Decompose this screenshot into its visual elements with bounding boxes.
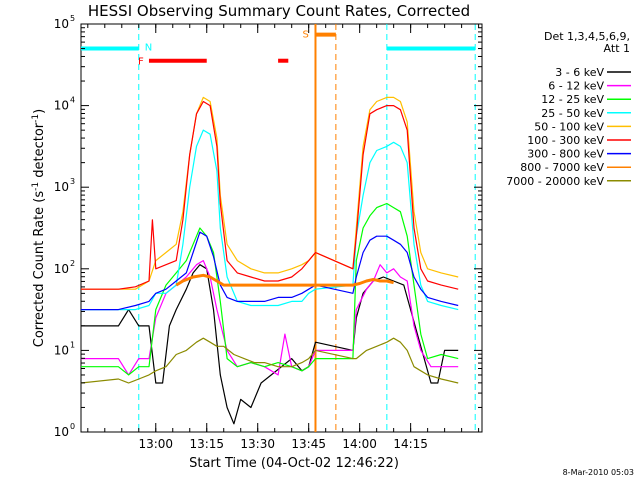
x-tick-label: 13:30 bbox=[240, 437, 275, 451]
plot-frame bbox=[80, 23, 483, 433]
y-tick-label: 10 bbox=[54, 343, 69, 357]
legend-label: 12 - 25 keV bbox=[541, 93, 604, 106]
series-line-7000-20000-kev bbox=[81, 337, 459, 384]
legend-label: 6 - 12 keV bbox=[548, 80, 604, 93]
y-tick-label: 10 bbox=[54, 17, 69, 31]
y-tick-exponent: 1 bbox=[70, 340, 75, 349]
x-tick-label: 14:00 bbox=[342, 437, 377, 451]
x-tick-label: 14:15 bbox=[393, 437, 428, 451]
series-line-6-12-kev bbox=[81, 260, 459, 376]
y-tick-label: 10 bbox=[54, 425, 69, 439]
legend-label: 3 - 6 keV bbox=[555, 66, 604, 79]
saa-label: S bbox=[302, 30, 308, 41]
y-tick-label: 10 bbox=[54, 99, 69, 113]
x-tick-label: 13:45 bbox=[291, 437, 326, 451]
series-line-100-300-kev bbox=[81, 100, 459, 290]
y-tick-label: 10 bbox=[54, 180, 69, 194]
chart-title: HESSI Observing Summary Count Rates, Cor… bbox=[88, 2, 470, 20]
legend-label: 800 - 7000 keV bbox=[520, 161, 604, 174]
series-line-800-7000-kev bbox=[175, 273, 394, 287]
y-axis-label-main: Corrected Count Rate (s bbox=[32, 191, 47, 348]
series-line-3-6-kev bbox=[81, 264, 459, 425]
y-tick-label: 10 bbox=[54, 262, 69, 276]
x-axis-label: Start Time (04-Oct-02 12:46:22) bbox=[189, 456, 399, 471]
observing-status-layer: NF S bbox=[81, 24, 476, 432]
series-line-300-800-kev bbox=[81, 231, 459, 311]
series-line-50-100-kev bbox=[81, 96, 459, 290]
y-tick-exponent: 2 bbox=[70, 259, 75, 268]
x-axis: 13:00 13:15 13:30 13:45 14:00 14:15 bbox=[87, 24, 480, 451]
footer-date: 8-Mar-2010 05:03 bbox=[563, 468, 634, 477]
y-tick-exponent: 5 bbox=[70, 14, 75, 23]
legend-header-attenuator: Att 1 bbox=[604, 42, 630, 55]
y-tick-exponent: 0 bbox=[70, 422, 75, 431]
x-tick-label: 13:15 bbox=[189, 437, 224, 451]
y-tick-exponent: 3 bbox=[70, 177, 75, 186]
series-layer bbox=[81, 96, 459, 425]
night-label: N bbox=[145, 42, 152, 53]
legend-label: 25 - 50 keV bbox=[541, 107, 604, 120]
legend-label: 100 - 300 keV bbox=[527, 134, 604, 147]
legend-label: 300 - 800 keV bbox=[527, 148, 604, 161]
y-axis-label-sup2: -1 bbox=[31, 114, 41, 123]
y-axis-label-sup: -1 bbox=[31, 182, 41, 191]
legend-header-detectors: Det 1,3,4,5,6,9, bbox=[544, 30, 630, 43]
y-axis-label: Corrected Count Rate (s-1 detector-1) bbox=[31, 109, 47, 347]
series-line-12-25-kev bbox=[81, 202, 459, 376]
plot-area: NF S bbox=[80, 23, 483, 433]
y-axis-label-close: ) bbox=[32, 109, 47, 114]
y-tick-exponent: 4 bbox=[70, 96, 75, 105]
legend-label: 7000 - 20000 keV bbox=[506, 175, 604, 188]
y-axis-label-rest: detector bbox=[32, 122, 47, 182]
flare-label: F bbox=[138, 57, 144, 68]
x-tick-label: 13:00 bbox=[138, 437, 173, 451]
series-line-25-50-kev bbox=[81, 129, 459, 311]
legend-label: 50 - 100 keV bbox=[534, 120, 604, 133]
